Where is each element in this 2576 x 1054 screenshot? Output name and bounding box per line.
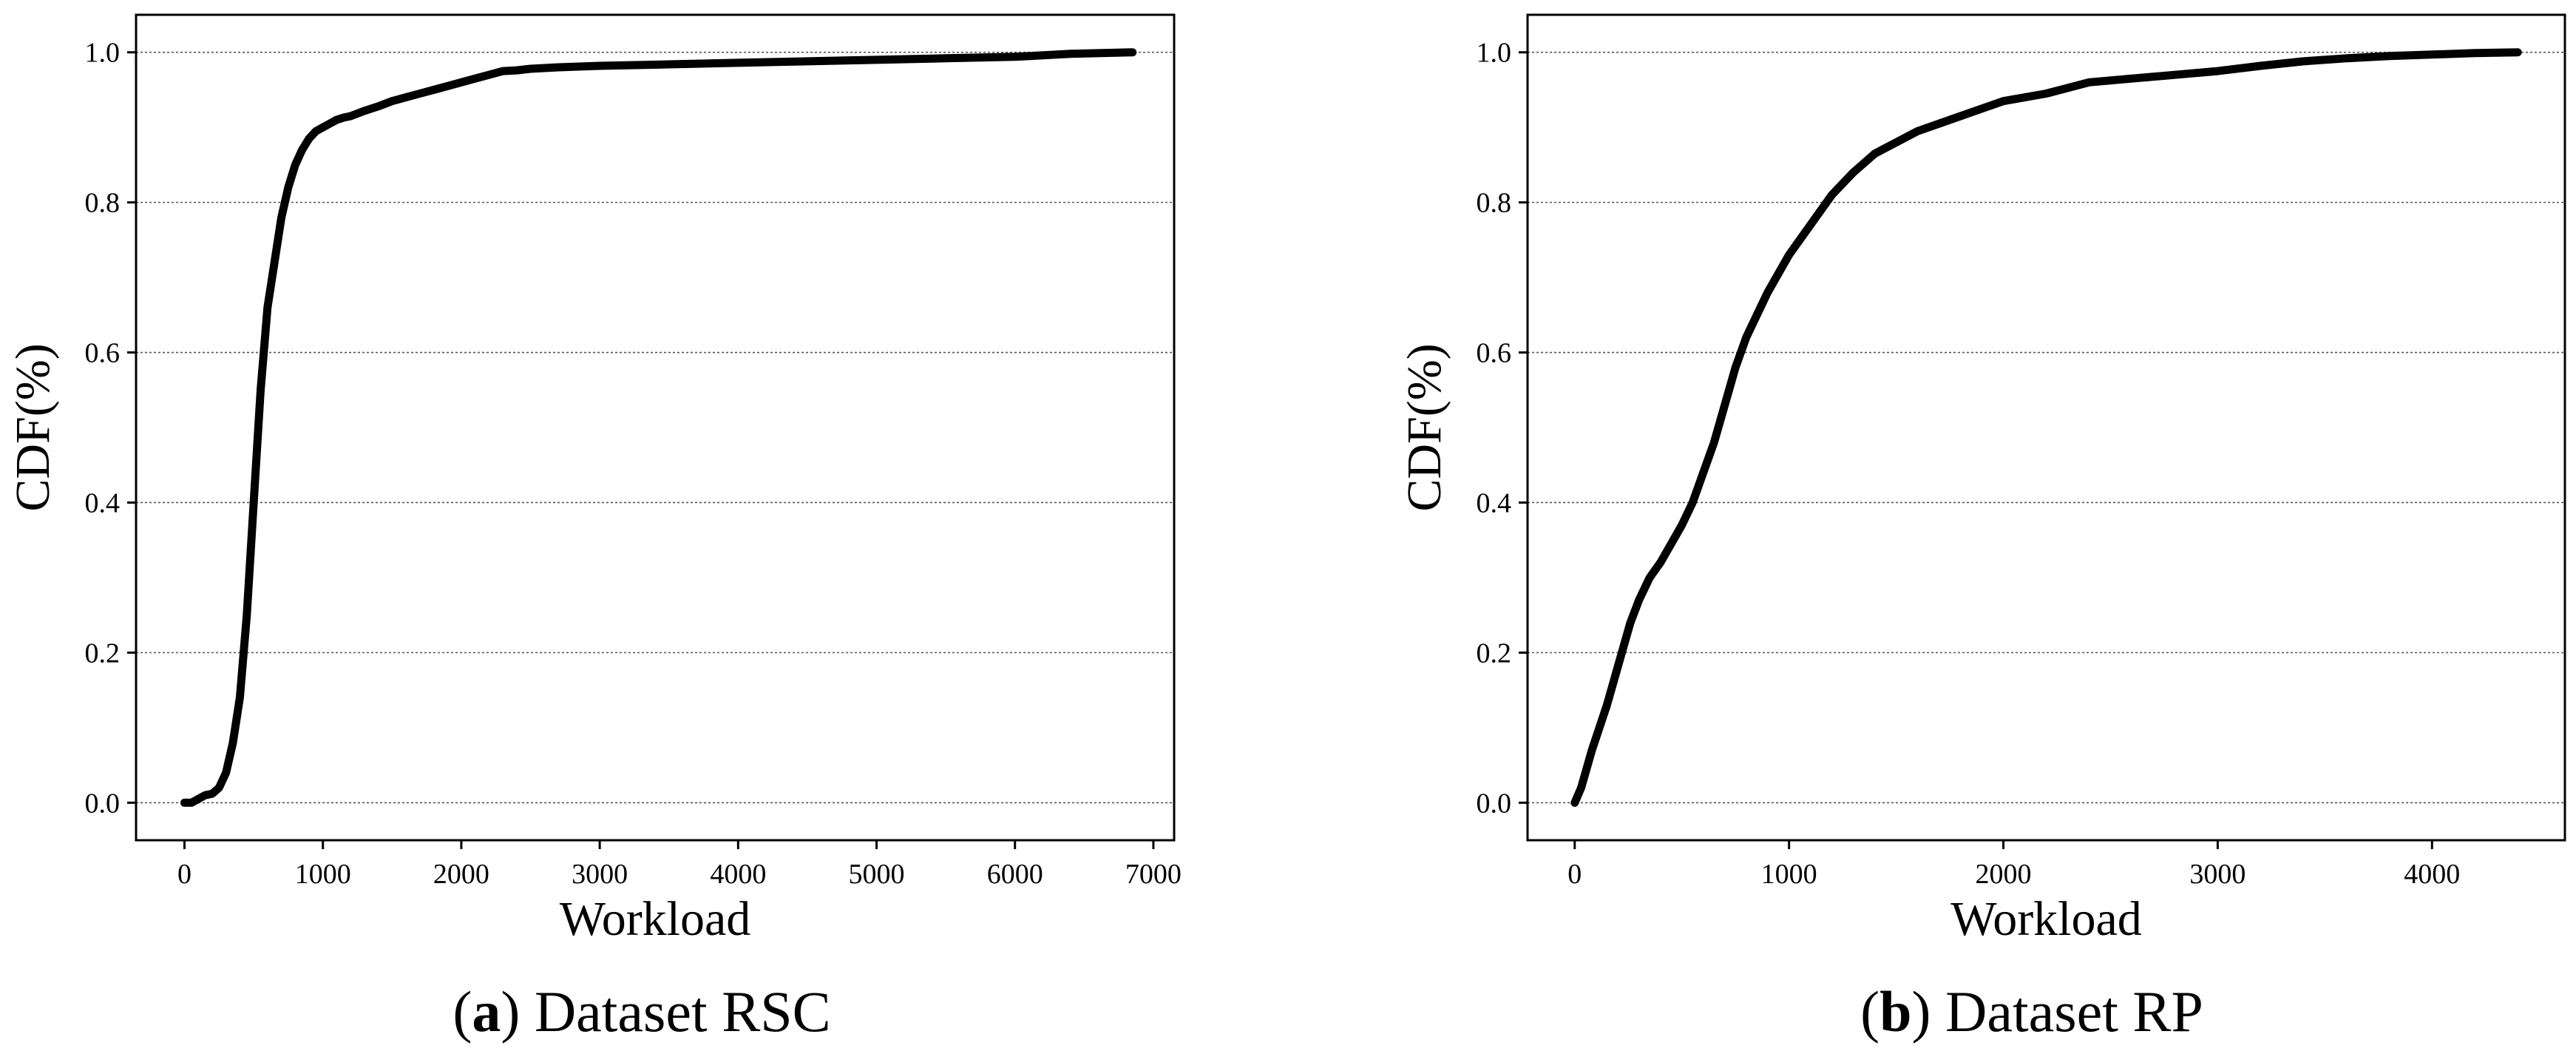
caption-close-paren: ) xyxy=(501,979,520,1044)
x-axis-label: Workload xyxy=(560,892,751,946)
cdf-curve xyxy=(180,48,1137,807)
x-tick-label: 1000 xyxy=(1761,859,1817,890)
subfigure-caption: (b) Dataset RP xyxy=(1860,979,2203,1044)
y-tick-label: 0.4 xyxy=(85,487,121,518)
y-tick-label: 0.0 xyxy=(85,788,121,819)
x-tick-label: 2000 xyxy=(433,859,489,890)
y-axis-label: CDF(%) xyxy=(6,343,60,511)
x-tick-label: 3000 xyxy=(572,859,628,890)
caption-text: Dataset RSC xyxy=(520,979,830,1044)
y-axis-label: CDF(%) xyxy=(1397,343,1451,511)
x-tick-label: 5000 xyxy=(849,859,905,890)
subfigure-caption: (a) Dataset RSC xyxy=(453,979,830,1044)
plot-area-frame xyxy=(1526,13,2566,842)
plot-area-frame xyxy=(135,13,1176,842)
x-axis-label: Workload xyxy=(1950,892,2142,946)
x-tick-label: 0 xyxy=(1567,859,1582,890)
cdf-curve xyxy=(1570,48,2522,807)
y-tick-label: 0.2 xyxy=(85,638,121,669)
x-tick-label: 3000 xyxy=(2189,859,2245,890)
x-tick-label: 4000 xyxy=(2404,859,2460,890)
x-tick-label: 6000 xyxy=(987,859,1043,890)
chart-dataset-rsc: 0.0 0.2 0.4 0.6 0.8 1.0 0 1000 2000 3000 4000 5000 6… xyxy=(6,13,1182,1044)
y-tick-label: 1.0 xyxy=(85,38,121,69)
x-tick-label: 0 xyxy=(177,859,191,890)
y-tick-label: 1.0 xyxy=(1477,38,1512,69)
x-tick-label: 2000 xyxy=(1976,859,2032,890)
y-tick-label: 0.2 xyxy=(1477,638,1512,669)
chart-dataset-rp: 0.0 0.2 0.4 0.6 0.8 1.0 0 1000 2000 3000 4000 Workl… xyxy=(1397,13,2566,1044)
x-tick-label: 1000 xyxy=(295,859,351,890)
y-tick-label: 0.6 xyxy=(1477,338,1512,369)
y-tick-label: 0.4 xyxy=(1477,487,1512,518)
caption-open-paren: ( xyxy=(1860,979,1880,1044)
x-tick-label: 7000 xyxy=(1125,859,1182,890)
y-tick-label: 0.8 xyxy=(1477,188,1512,219)
y-tick-label: 0.6 xyxy=(85,338,121,369)
y-tick-label: 0.0 xyxy=(1477,788,1512,819)
caption-close-paren: ) xyxy=(1912,979,1931,1044)
x-tick-label: 4000 xyxy=(710,859,766,890)
caption-open-paren: ( xyxy=(453,979,472,1044)
caption-letter: b xyxy=(1880,979,1911,1044)
y-tick-label: 0.8 xyxy=(85,188,121,219)
caption-letter: a xyxy=(472,979,501,1044)
caption-text: Dataset RP xyxy=(1931,979,2203,1044)
